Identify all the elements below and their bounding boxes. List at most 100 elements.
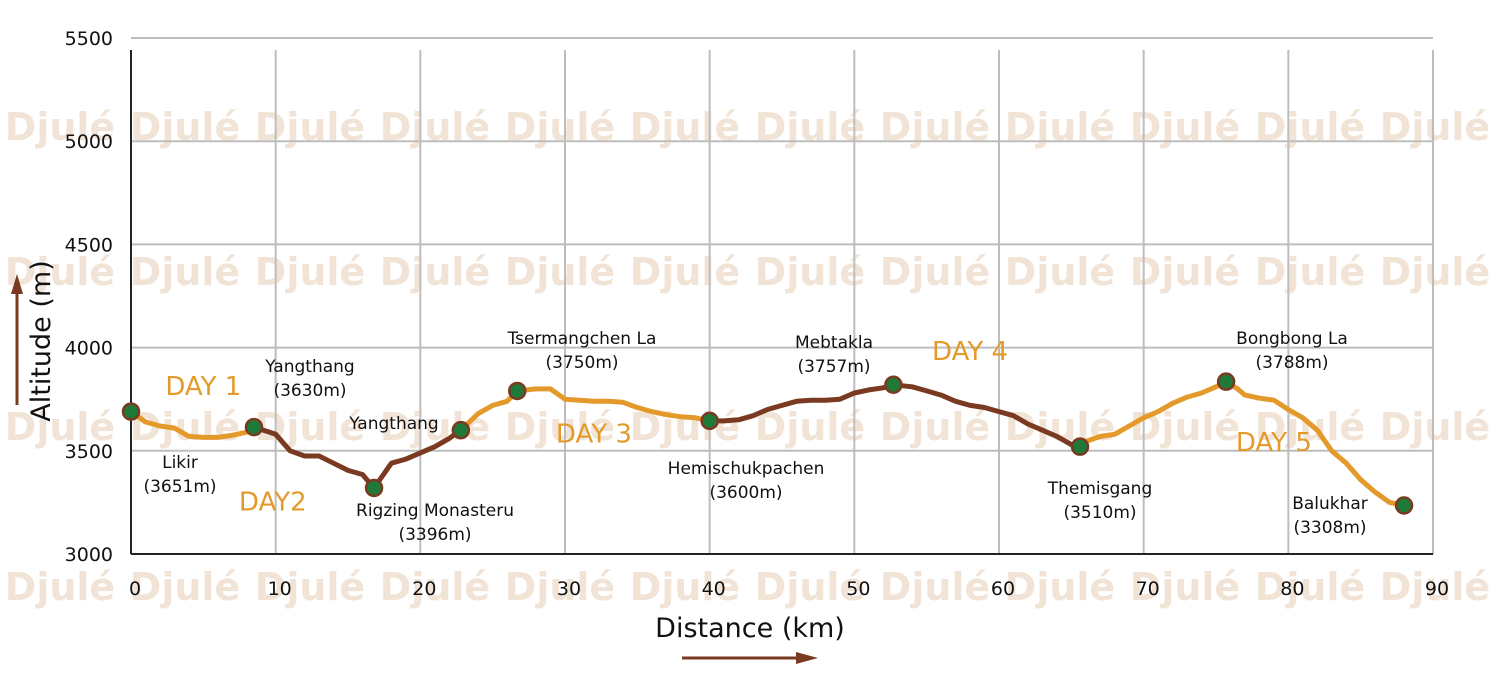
waypoint-elevation: (3510m) xyxy=(1063,503,1136,523)
day-label: DAY 4 xyxy=(932,337,1008,367)
watermark-text: Djulé xyxy=(1005,250,1115,294)
day-labels: DAY 1 DAY2 DAY 3 DAY 4 DAY 5 xyxy=(165,337,1312,518)
watermark-text: Djulé xyxy=(1130,405,1240,449)
watermark-text: Djulé xyxy=(630,565,740,609)
waypoint-name: Hemischukpachen xyxy=(668,459,825,479)
waypoint-marker xyxy=(884,375,903,395)
waypoint-elevation: (3396m) xyxy=(398,525,471,545)
waypoint-name: Themisgang xyxy=(1047,479,1153,499)
watermark-text: Djulé xyxy=(1255,105,1365,149)
watermark-text: Djulé xyxy=(755,565,865,609)
waypoint-marker xyxy=(508,381,527,401)
waypoint-name: Mebtakla xyxy=(795,333,873,353)
watermark-text: Djulé xyxy=(130,105,240,149)
waypoint-elevation: (3757m) xyxy=(797,357,870,377)
watermark-text: Djulé xyxy=(1380,105,1490,149)
elevation-segment-3 xyxy=(458,386,713,433)
waypoint-marker xyxy=(1216,372,1236,391)
waypoint-marker xyxy=(364,478,384,498)
watermark-text: Djulé xyxy=(1380,250,1490,294)
watermark-text: Djulé xyxy=(5,405,115,449)
watermark-text: Djulé xyxy=(755,250,865,294)
waypoint-elevation: (3308m) xyxy=(1293,518,1366,538)
watermark-text: Djulé xyxy=(1255,250,1365,294)
waypoint-marker xyxy=(700,411,719,431)
y-tick-label: 5000 xyxy=(65,131,113,153)
watermark-text: Djulé xyxy=(1130,565,1240,609)
day-label: DAY2 xyxy=(239,488,307,518)
x-tick-label: 60 xyxy=(991,578,1015,600)
watermark-text: Djulé xyxy=(880,105,990,149)
watermark-text: Djulé xyxy=(1380,565,1490,609)
waypoint-elevation: (3600m) xyxy=(709,483,782,503)
waypoint-name: Yangthang xyxy=(348,414,438,434)
y-tick-label: 3500 xyxy=(65,441,113,463)
watermark-text: Djulé xyxy=(1005,405,1115,449)
watermark-text: Djulé xyxy=(1255,565,1365,609)
watermark-text: Djulé xyxy=(5,105,115,149)
watermark-text: Djulé xyxy=(130,250,240,294)
y-tick-label: 5500 xyxy=(65,28,113,50)
watermark-text: Djulé xyxy=(255,250,365,294)
watermark-text: Djulé xyxy=(5,565,115,609)
waypoint-marker xyxy=(244,417,264,437)
y-tick-label: 4000 xyxy=(65,338,113,360)
axes: 0 10 20 30 40 50 60 70 80 90 3000 3500 4000 4500 5000 5… xyxy=(65,28,1449,600)
x-tick-label: 40 xyxy=(702,578,726,600)
watermark-text: Djulé xyxy=(880,250,990,294)
waypoint-name: Yangthang xyxy=(264,357,354,377)
x-tick-label: 70 xyxy=(1136,578,1160,600)
waypoint-name: Balukhar xyxy=(1292,494,1368,514)
waypoint-name: Bongbong La xyxy=(1236,329,1348,349)
watermark-text: Djulé xyxy=(630,250,740,294)
waypoint-marker xyxy=(1070,437,1090,456)
watermark-text: Djulé xyxy=(130,405,240,449)
x-tick-label: 90 xyxy=(1425,578,1449,600)
watermark-text: Djulé xyxy=(880,565,990,609)
watermark-text: Djulé xyxy=(880,405,990,449)
watermark-text: Djulé xyxy=(1130,105,1240,149)
waypoint-name: Likir xyxy=(162,453,198,473)
watermark-text: Djulé xyxy=(505,565,615,609)
y-axis-title: Altitude (m) xyxy=(26,260,57,421)
waypoint-elevation: (3750m) xyxy=(545,353,618,373)
watermark-text: Djulé xyxy=(505,105,615,149)
waypoint-marker xyxy=(121,402,141,421)
watermark-text: Djulé xyxy=(1005,565,1115,609)
y-tick-label: 3000 xyxy=(65,544,113,566)
watermark-text: Djulé xyxy=(755,105,865,149)
waypoint-elevation: (3630m) xyxy=(273,381,346,401)
watermark-text: Djulé xyxy=(380,105,490,149)
waypoint-marker xyxy=(1394,496,1414,515)
watermark-text: Djulé xyxy=(380,250,490,294)
waypoint-name: Tsermangchen La xyxy=(507,329,657,349)
x-tick-label: 10 xyxy=(268,578,292,600)
waypoint-elevation: (3651m) xyxy=(143,477,216,497)
elevation-segment-5 xyxy=(1077,379,1407,508)
x-tick-label: 30 xyxy=(557,578,581,600)
day-label: DAY 5 xyxy=(1236,428,1312,458)
elevation-segment-1 xyxy=(128,409,257,440)
waypoint-elevation: (3788m) xyxy=(1255,353,1328,373)
x-tick-label: 80 xyxy=(1280,578,1304,600)
x-axis-title: Distance (km) xyxy=(655,613,845,644)
elevation-segment-2 xyxy=(251,424,464,491)
watermark-text: Djulé xyxy=(1005,105,1115,149)
watermark-text: Djulé xyxy=(255,405,365,449)
watermark-text: Djulé xyxy=(505,250,615,294)
watermark-text: Djulé xyxy=(255,565,365,609)
x-tick-label: 20 xyxy=(412,578,436,600)
watermark-text: Djulé xyxy=(380,405,490,449)
waypoint-labels: Likir(3651m)Yangthang(3630m)Rigzing Mona… xyxy=(143,329,1367,545)
waypoint-markers xyxy=(121,372,1414,515)
watermark-text: Djulé xyxy=(630,105,740,149)
watermark-text: Djulé xyxy=(505,405,615,449)
waypoint-marker xyxy=(451,420,471,440)
waypoint-name: Rigzing Monasteru xyxy=(356,501,514,521)
watermark-text: Djulé xyxy=(755,405,865,449)
y-axis-arrow xyxy=(11,274,23,405)
x-axis-arrow xyxy=(682,652,818,664)
watermark-text: Djulé xyxy=(1130,250,1240,294)
watermark-text: Djulé xyxy=(5,250,115,294)
